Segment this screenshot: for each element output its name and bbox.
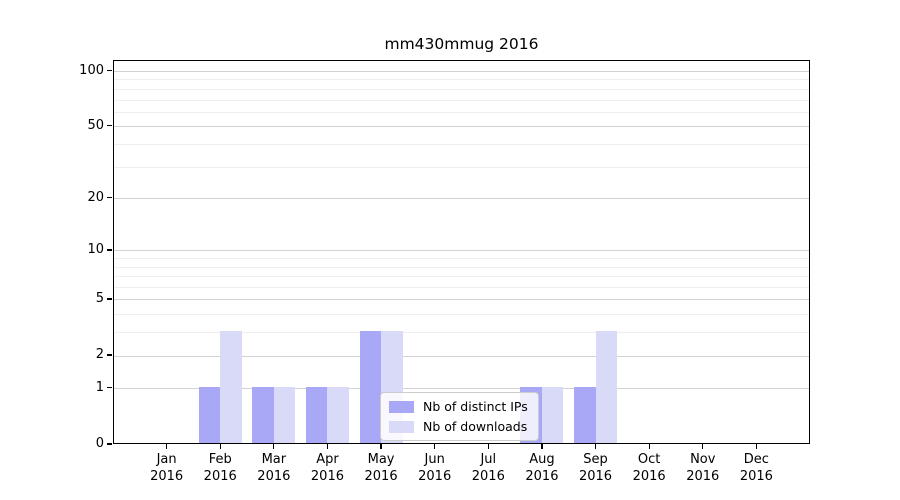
legend-swatch-downloads [389, 420, 414, 433]
bar-distinct-ips-mar [252, 386, 274, 443]
y-gridline-minor [114, 99, 809, 101]
x-tick-label-apr: Apr 2016 [310, 452, 344, 484]
bar-downloads-mar [273, 386, 296, 443]
legend: Nb of distinct IPs Nb of downloads [380, 392, 539, 441]
y-gridline-minor [114, 266, 809, 268]
x-tick-label-sep: Sep 2016 [578, 452, 613, 484]
y-tick-mark [107, 354, 112, 356]
x-tick-label-may: May 2016 [364, 452, 398, 484]
x-tick-mark [702, 444, 704, 449]
x-tick-label-jul: Jul 2016 [471, 452, 505, 484]
y-gridline-minor [114, 276, 809, 278]
legend-row-downloads: Nb of downloads [389, 419, 528, 434]
y-tick-label: 5 [95, 290, 104, 306]
y-tick-mark [107, 298, 112, 300]
bar-downloads-feb [220, 330, 242, 443]
legend-row-distinct-ips: Nb of distinct IPs [389, 399, 528, 414]
y-gridline-major [114, 388, 809, 390]
y-tick-label: 1 [95, 379, 104, 395]
x-tick-mark [434, 444, 436, 449]
y-gridline-minor [114, 79, 809, 81]
plot-area [113, 60, 810, 444]
bar-distinct-ips-feb [198, 386, 221, 443]
y-tick-label: 100 [79, 62, 104, 78]
x-tick-label-dec: Dec 2016 [739, 452, 773, 484]
bar-distinct-ips-sep [574, 386, 596, 443]
x-tick-label-feb: Feb 2016 [203, 452, 237, 484]
y-tick-mark [107, 69, 112, 72]
bar-downloads-sep [595, 330, 617, 443]
legend-label-downloads: Nb of downloads [423, 419, 528, 434]
bar-downloads-aug [541, 386, 564, 443]
y-tick-label: 50 [87, 117, 104, 133]
y-tick-mark [107, 249, 112, 251]
bar-downloads-apr [327, 386, 349, 443]
y-gridline-major [114, 250, 809, 252]
x-tick-mark [487, 444, 489, 449]
y-tick-mark [107, 443, 112, 445]
x-tick-mark [219, 444, 221, 449]
y-tick-label: 2 [95, 347, 104, 363]
y-gridline-major [114, 355, 809, 357]
y-tick-mark [107, 387, 112, 389]
x-tick-mark [326, 444, 329, 449]
y-gridline-minor [114, 111, 809, 113]
chart-title: mm430mmug 2016 [384, 35, 539, 53]
y-gridline-minor [114, 287, 809, 289]
legend-swatch-distinct-ips [389, 400, 414, 413]
x-tick-mark [755, 444, 757, 449]
y-gridline-minor [114, 314, 809, 316]
x-tick-mark [541, 444, 543, 449]
y-tick-label: 20 [87, 189, 104, 205]
y-gridline-major [114, 126, 809, 128]
y-gridline-major [114, 71, 809, 72]
x-tick-label-aug: Aug 2016 [525, 452, 559, 484]
y-gridline-major [114, 198, 809, 200]
y-gridline-minor [114, 143, 809, 145]
x-tick-label-oct: Oct 2016 [632, 452, 666, 484]
x-tick-mark [166, 444, 168, 449]
y-tick-mark [107, 197, 112, 199]
x-tick-label-jun: Jun 2016 [418, 452, 452, 484]
y-gridline-major [114, 299, 809, 301]
y-tick-label: 0 [95, 436, 104, 451]
y-gridline-minor [114, 166, 809, 168]
y-tick-label: 10 [87, 241, 104, 257]
x-tick-label-jan: Jan 2016 [150, 452, 184, 484]
y-gridline-minor [114, 88, 809, 90]
bar-distinct-ips-apr [306, 386, 328, 443]
x-tick-label-mar: Mar 2016 [257, 452, 291, 484]
y-gridline-minor [114, 258, 809, 260]
y-tick-mark [107, 125, 112, 127]
x-tick-mark [648, 444, 650, 449]
x-tick-mark [594, 444, 597, 449]
x-tick-mark [380, 444, 382, 449]
bar-distinct-ips-may [359, 330, 382, 443]
y-gridline-minor [114, 332, 809, 334]
x-tick-mark [273, 444, 275, 449]
x-tick-label-nov: Nov 2016 [686, 452, 720, 484]
legend-label-distinct-ips: Nb of distinct IPs [423, 399, 528, 414]
